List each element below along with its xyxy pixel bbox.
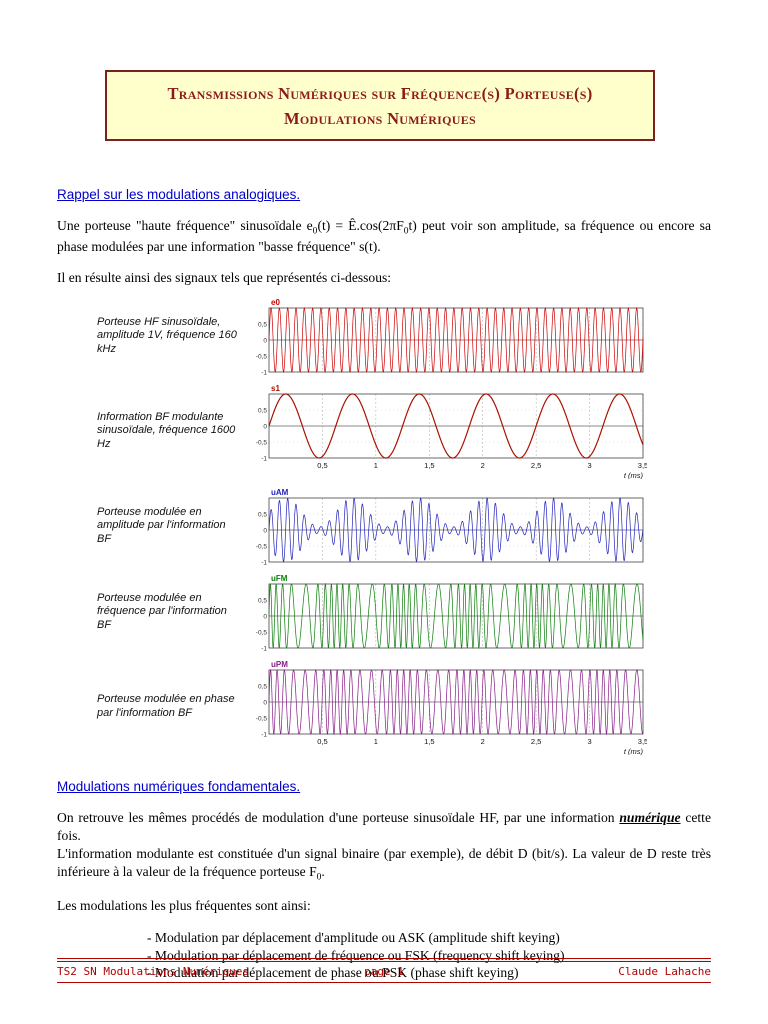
svg-text:-0,5: -0,5 (256, 716, 268, 723)
svg-text:0: 0 (263, 338, 267, 345)
formula-text: (t) = Ê.cos(2πF (317, 218, 404, 233)
svg-text:1,5: 1,5 (424, 461, 434, 470)
page-footer: TS2 SN Modulations Numériques page 1 Cla… (57, 958, 711, 983)
list-item-ask: - Modulation par déplacement d'amplitude… (147, 930, 560, 946)
svg-text:-0,5: -0,5 (256, 544, 268, 551)
section-heading-analog: Rappel sur les modulations analogiques. (57, 187, 301, 202)
svg-text:0: 0 (263, 700, 267, 707)
svg-text:1,5: 1,5 (424, 737, 434, 746)
waveform-figure: Porteuse HF sinusoïdale, amplitude 1V, f… (97, 297, 711, 755)
subscript-zero: 0 (312, 226, 318, 237)
paragraph-text: L'information modulante est constituée d… (57, 846, 711, 879)
paragraph-text: . (321, 863, 325, 879)
svg-text:-1: -1 (261, 732, 267, 739)
waveform-caption-bf: Information BF modulante sinusoïdale, fr… (97, 410, 236, 451)
svg-text:2,5: 2,5 (531, 461, 541, 470)
svg-text:3: 3 (587, 737, 591, 746)
figure-row-am: Porteuse modulée en amplitude par l'info… (97, 487, 711, 565)
svg-text:1: 1 (374, 737, 378, 746)
svg-text:3: 3 (587, 461, 591, 470)
subscript-zero: 0 (403, 226, 409, 237)
svg-text:t (ms): t (ms) (624, 747, 644, 755)
footer-rule-top (57, 958, 711, 962)
svg-text:uFM: uFM (271, 574, 288, 583)
waveform-caption-am: Porteuse modulée en amplitude par l'info… (97, 505, 226, 546)
list-item-psk: - Modulation par déplacement de phase ou… (147, 965, 519, 981)
svg-text:-0,5: -0,5 (256, 440, 268, 447)
svg-text:0: 0 (263, 614, 267, 621)
waveform-plot-am: 0,5 0 -0,5 -1 uAM (256, 488, 644, 566)
svg-text:0,5: 0,5 (258, 408, 267, 415)
title-box: Transmissions Numériques sur Fréquence(s… (105, 70, 655, 141)
paragraph-modulation-lead: Les modulations les plus fréquentes sont… (57, 898, 311, 914)
document-body: Rappel sur les modulations analogiques. … (57, 186, 711, 982)
waveform-plot-pm: 0,5 0 -0,5 -1 uPM 0,5 1 1,5 2 2,5 3 3,5t (ms) (256, 660, 647, 755)
footer-page-number: page 1 (364, 965, 404, 978)
footer-author: Claude Lahache (618, 965, 711, 978)
svg-text:0: 0 (263, 424, 267, 431)
paragraph-analog-intro: Une porteuse "haute fréquence" sinusoïda… (57, 217, 711, 256)
paragraph-analog-lead: Il en résulte ainsi des signaux tels que… (57, 270, 392, 286)
waveform-plot-bf: 0,5 0 -0,5 -1 s1 0,5 1 1,5 2 2,5 3 3,5t (ms) (256, 384, 647, 479)
svg-text:s1: s1 (271, 384, 280, 393)
svg-text:2,5: 2,5 (531, 737, 541, 746)
svg-text:2: 2 (481, 737, 485, 746)
paragraph-text: Une porteuse "haute fréquence" sinusoïda… (57, 218, 313, 233)
subscript-zero: 0 (316, 872, 322, 883)
svg-text:uPM: uPM (271, 660, 288, 669)
paragraph-text: On retrouve les mêmes procédés de modula… (57, 810, 620, 826)
paragraph-text: cette fois. (57, 810, 711, 844)
svg-text:2: 2 (481, 461, 485, 470)
svg-text:3,5: 3,5 (638, 737, 647, 746)
svg-text:t (ms): t (ms) (624, 471, 644, 479)
waveform-caption-fm: Porteuse modulée en fréquence par l'info… (97, 591, 227, 632)
svg-text:0,5: 0,5 (258, 512, 267, 519)
document-title-line2: Modulations Numériques (283, 109, 477, 128)
svg-text:0,5: 0,5 (258, 598, 267, 605)
svg-text:1: 1 (374, 461, 378, 470)
figure-row-bf: Information BF modulante sinusoïdale, fr… (97, 383, 711, 479)
svg-text:-1: -1 (261, 370, 267, 376)
waveform-caption-carrier: Porteuse HF sinusoïdale, amplitude 1V, f… (97, 315, 237, 356)
footer-left: TS2 SN Modulations Numériques (57, 965, 250, 978)
waveform-caption-pm: Porteuse modulée en phase par l'informat… (97, 693, 235, 720)
svg-text:-0,5: -0,5 (256, 630, 268, 637)
svg-text:uAM: uAM (271, 488, 289, 497)
paragraph-text: t) peut voir son amplitude, sa fréquence… (57, 218, 711, 255)
svg-text:-1: -1 (261, 646, 267, 652)
footer-text-row: TS2 SN Modulations Numériques page 1 Cla… (57, 962, 711, 982)
figure-row-fm: Porteuse modulée en fréquence par l'info… (97, 573, 711, 651)
svg-text:0,5: 0,5 (317, 461, 327, 470)
svg-text:-0,5: -0,5 (256, 354, 268, 361)
svg-text:0,5: 0,5 (258, 322, 267, 329)
svg-text:3,5: 3,5 (638, 461, 647, 470)
document-title-line1: Transmissions Numériques sur Fréquence(s… (167, 84, 593, 103)
svg-text:0: 0 (263, 528, 267, 535)
emphasis-numerique: numérique (619, 810, 681, 826)
figure-row-carrier: Porteuse HF sinusoïdale, amplitude 1V, f… (97, 297, 711, 375)
svg-text:e0: e0 (271, 298, 280, 307)
svg-text:-1: -1 (261, 456, 267, 463)
figure-row-pm: Porteuse modulée en phase par l'informat… (97, 659, 711, 755)
svg-text:0,5: 0,5 (317, 737, 327, 746)
section-heading-digital: Modulations numériques fondamentales. (57, 779, 301, 795)
waveform-plot-carrier: 0,5 0 -0,5 -1 e0 (256, 298, 644, 376)
footer-rule-bottom (57, 982, 711, 983)
svg-text:-1: -1 (261, 560, 267, 566)
waveform-plot-fm: 0,5 0 -0,5 -1 uFM (256, 574, 644, 652)
paragraph-digital-intro: On retrouve les mêmes procédés de modula… (57, 809, 711, 884)
svg-text:0,5: 0,5 (258, 684, 267, 691)
